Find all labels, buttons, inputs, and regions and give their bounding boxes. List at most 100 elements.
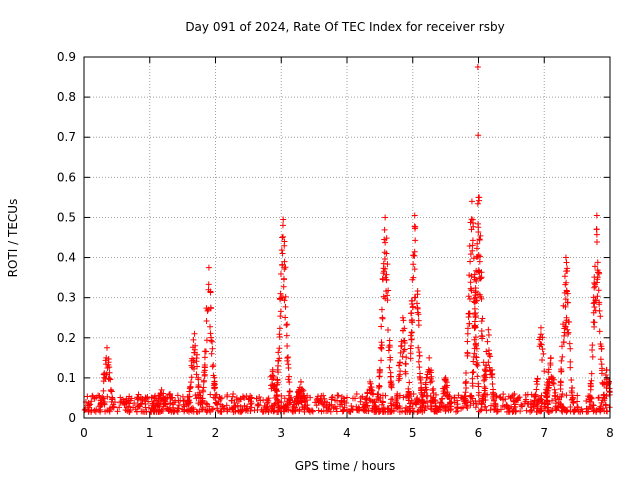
data-point bbox=[277, 271, 284, 278]
data-point bbox=[595, 287, 602, 294]
x-tick-label: 3 bbox=[277, 426, 285, 440]
data-point bbox=[459, 394, 466, 401]
data-point bbox=[338, 398, 345, 405]
data-point bbox=[233, 394, 240, 401]
data-point bbox=[205, 281, 212, 288]
data-point bbox=[127, 397, 134, 404]
data-point bbox=[545, 385, 552, 392]
data-point bbox=[482, 374, 489, 381]
data-point bbox=[430, 385, 437, 392]
data-point bbox=[288, 394, 295, 401]
data-point bbox=[248, 404, 255, 411]
data-point bbox=[279, 234, 286, 241]
data-point bbox=[583, 398, 590, 405]
data-point bbox=[548, 375, 555, 382]
data-point bbox=[207, 391, 214, 398]
data-point bbox=[333, 408, 340, 415]
data-point bbox=[110, 401, 117, 408]
data-point bbox=[406, 379, 413, 386]
data-point bbox=[284, 342, 291, 349]
data-point bbox=[164, 405, 171, 412]
data-point bbox=[505, 393, 512, 400]
x-tick-label: 7 bbox=[540, 426, 548, 440]
data-point bbox=[533, 386, 540, 393]
data-point bbox=[286, 396, 293, 403]
data-point bbox=[282, 303, 289, 310]
data-point bbox=[470, 369, 477, 376]
data-point bbox=[387, 356, 394, 363]
data-point bbox=[277, 290, 284, 297]
data-point bbox=[293, 401, 300, 408]
data-point bbox=[194, 351, 201, 358]
data-point bbox=[385, 347, 392, 354]
data-point bbox=[375, 384, 382, 391]
x-axis-ticks: 0 1 2 3 4 5 6 7 8 bbox=[80, 57, 614, 440]
data-point bbox=[162, 401, 169, 408]
data-point bbox=[414, 408, 421, 415]
data-point bbox=[602, 372, 609, 379]
data-point bbox=[558, 368, 565, 375]
data-point bbox=[154, 403, 161, 410]
data-point bbox=[586, 394, 593, 401]
data-point bbox=[194, 363, 201, 370]
data-point bbox=[467, 402, 474, 409]
data-point bbox=[276, 331, 283, 338]
data-point bbox=[219, 403, 226, 410]
data-point bbox=[482, 396, 489, 403]
data-point bbox=[588, 377, 595, 384]
y-tick-label: 0 bbox=[68, 411, 76, 425]
data-point bbox=[531, 397, 538, 404]
data-point bbox=[268, 382, 275, 389]
data-point bbox=[566, 340, 573, 347]
data-point bbox=[86, 402, 93, 409]
data-point bbox=[555, 399, 562, 406]
data-point bbox=[598, 365, 605, 372]
data-point bbox=[603, 366, 610, 373]
data-point bbox=[466, 310, 473, 317]
data-point bbox=[318, 408, 325, 415]
data-point bbox=[483, 407, 490, 414]
data-point bbox=[106, 375, 113, 382]
data-point bbox=[467, 251, 474, 258]
data-point bbox=[360, 406, 367, 413]
data-point bbox=[424, 392, 431, 399]
data-point bbox=[325, 405, 332, 412]
data-point bbox=[302, 402, 309, 409]
data-point bbox=[253, 395, 260, 402]
data-point bbox=[406, 395, 413, 402]
data-point bbox=[396, 371, 403, 378]
data-point bbox=[424, 368, 431, 375]
data-point bbox=[230, 391, 237, 398]
data-point bbox=[103, 361, 110, 368]
data-point bbox=[299, 404, 306, 411]
data-point bbox=[380, 293, 387, 300]
data-point bbox=[588, 370, 595, 377]
data-point bbox=[245, 396, 252, 403]
data-point bbox=[210, 372, 217, 379]
data-point bbox=[423, 374, 430, 381]
data-point bbox=[410, 303, 417, 310]
data-point bbox=[539, 357, 546, 363]
data-point bbox=[167, 400, 174, 407]
data-point bbox=[408, 336, 415, 343]
data-point bbox=[381, 226, 388, 233]
data-point bbox=[282, 293, 289, 300]
data-point bbox=[594, 276, 601, 283]
data-point bbox=[468, 287, 475, 294]
data-point bbox=[143, 408, 150, 415]
data-point bbox=[138, 400, 145, 407]
data-point bbox=[203, 400, 210, 407]
data-point bbox=[472, 276, 479, 283]
data-point bbox=[547, 354, 554, 361]
data-point bbox=[455, 392, 462, 399]
data-point bbox=[416, 373, 423, 380]
data-point bbox=[268, 407, 275, 414]
data-point bbox=[201, 354, 208, 361]
data-point bbox=[554, 404, 561, 411]
data-point bbox=[283, 332, 290, 339]
data-point bbox=[447, 407, 454, 414]
data-point bbox=[603, 407, 610, 414]
data-point bbox=[104, 344, 111, 351]
data-point bbox=[559, 353, 566, 360]
data-point bbox=[412, 237, 419, 244]
